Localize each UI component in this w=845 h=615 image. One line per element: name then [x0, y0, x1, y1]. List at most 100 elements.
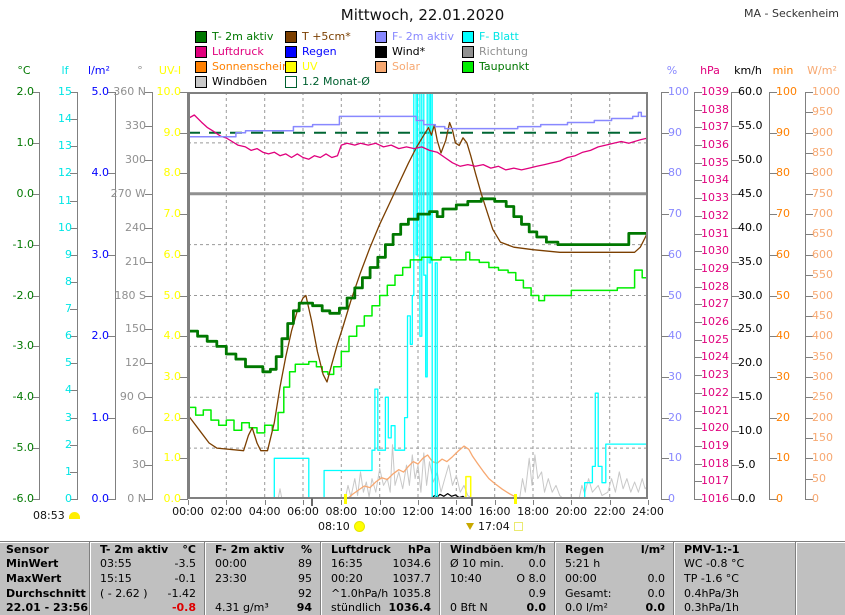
- axis-line-l-m2: [115, 92, 116, 500]
- axis-tick-label: 400: [812, 329, 833, 343]
- axis-tick-label: 3.0: [163, 369, 182, 383]
- axis-tick-label: 60: [132, 424, 146, 438]
- table-row: 00:20 1037.7: [321, 571, 439, 586]
- axis-tick: [806, 295, 813, 297]
- series-t-2m: [188, 197, 648, 374]
- gray-marker-tick: [470, 498, 473, 506]
- table-empty-column: [795, 542, 845, 615]
- legend-color-swatch: [195, 60, 207, 73]
- axis-tick-label: 20.0: [738, 356, 763, 370]
- legend-label: T- 2m aktiv: [212, 30, 274, 43]
- axis-tick-label: 0.0: [163, 492, 182, 505]
- sun-icon: [353, 521, 365, 532]
- axis-tick: [732, 295, 739, 297]
- axis-tick: [770, 417, 777, 419]
- axis-tick: [695, 428, 702, 430]
- axis-unit-kmh: km/h: [734, 64, 762, 77]
- legend-item: T- 2m aktiv: [195, 30, 273, 43]
- legend-item: F- 2m aktiv: [375, 30, 454, 43]
- sun-marker-tick: [343, 494, 347, 504]
- series-luftdruck: [188, 114, 648, 171]
- axis-tick: [732, 159, 739, 161]
- axis-tick-label: 200: [812, 410, 833, 424]
- table-row: -0.8: [90, 600, 204, 615]
- axis-tick: [770, 499, 777, 500]
- table-label-column: Sensor MinWert MaxWert Durchschnitt 22.01 - …: [0, 542, 89, 615]
- axis-line-uv-i: [187, 92, 188, 500]
- axis-tick-label: 1029: [701, 261, 729, 275]
- time-tick-label: 16:00: [478, 505, 511, 518]
- axis-tick: [732, 465, 739, 467]
- axis-tick: [145, 125, 152, 127]
- axis-tick: [32, 142, 39, 144]
- legend-label: Solar: [392, 60, 421, 73]
- legend-item: Windböen: [195, 75, 267, 88]
- axis-tick: [806, 478, 813, 480]
- axis-tick-label: 80: [668, 166, 682, 180]
- table-cell-text: stündlich: [331, 601, 382, 615]
- axis-tick: [70, 390, 77, 392]
- table-row-label: MaxWert: [0, 571, 89, 586]
- axis-tick: [770, 132, 777, 134]
- axis-tick-label: 60.0: [738, 85, 763, 98]
- axis-tick: [662, 376, 669, 378]
- table-cell-value: -0.8: [171, 601, 196, 615]
- axis-tick: [695, 481, 702, 483]
- axis-tick-label: -5.0: [12, 441, 34, 455]
- table-row: 0.0 l/m² 0.0: [555, 600, 673, 615]
- axis-tick: [695, 357, 702, 359]
- table-row: 23:30 95: [205, 571, 320, 586]
- legend-item: F- Blatt: [462, 30, 519, 43]
- table-row: ^1.0hPa/h 1035.8: [321, 586, 439, 601]
- axis-tick-label: 4: [65, 383, 72, 397]
- table-cell-text: 0.4hPa/3h: [684, 586, 740, 600]
- axis-tick-label: 7.0: [163, 207, 182, 221]
- time-tick: [571, 500, 573, 505]
- table-cell-text: ^1.0hPa/h: [331, 586, 389, 600]
- axis-tick: [806, 132, 813, 134]
- axis-tick: [806, 153, 813, 155]
- time-tick-label: 00:00: [172, 505, 204, 518]
- axis-tick: [145, 465, 152, 467]
- axis-tick: [145, 92, 152, 93]
- axis-tick: [70, 471, 77, 473]
- axis-tick: [662, 458, 669, 460]
- axis-tick-label: 3: [65, 410, 72, 424]
- axis-tick: [806, 499, 813, 500]
- axis-tick-label: 1.0: [16, 135, 35, 149]
- time-tick-label: 02:00: [210, 505, 243, 518]
- axis-tick-label: 1024: [701, 350, 729, 364]
- axis-tick: [770, 376, 777, 378]
- axis-tick: [662, 92, 669, 93]
- axis-tick-label: 10: [776, 451, 790, 465]
- axis-tick-label: 800: [812, 166, 833, 180]
- corner-time: 08:53: [33, 509, 80, 522]
- axis-tick: [770, 295, 777, 297]
- moon-icon: [68, 512, 80, 519]
- table-cell-text: 10:40: [450, 571, 482, 585]
- axis-tick: [70, 336, 77, 338]
- table-cell-text: Ø 10 min.: [450, 557, 504, 571]
- axis-tick-label: 550: [812, 268, 833, 282]
- table-row: 5:21 h: [555, 557, 673, 572]
- axis-tick-label: 700: [812, 207, 833, 221]
- axis-tick-label: 0.0: [16, 186, 35, 200]
- time-tick-label: 22:00: [593, 505, 626, 518]
- axis-tick: [32, 244, 39, 246]
- time-tick: [379, 500, 381, 505]
- axis-tick-label: 90: [668, 125, 682, 139]
- table-row: 00:00 0.0: [555, 571, 673, 586]
- sunrise-time-label: 08:10: [318, 520, 350, 533]
- table-row: 03:55 -3.5: [90, 557, 204, 572]
- axis-tick: [806, 112, 813, 114]
- axis-tick: [806, 234, 813, 236]
- axis-tick-label: 1016: [701, 492, 729, 505]
- table-cell-text: 16:35: [331, 557, 363, 571]
- table-row-label-text: MaxWert: [6, 571, 62, 585]
- axis-tick: [732, 193, 739, 195]
- table-cell-text: TP -1.6 °C: [684, 571, 739, 585]
- axis-tick: [70, 417, 77, 419]
- axis-tick-label: 10: [58, 220, 72, 234]
- axis-tick-label: 450: [812, 308, 833, 322]
